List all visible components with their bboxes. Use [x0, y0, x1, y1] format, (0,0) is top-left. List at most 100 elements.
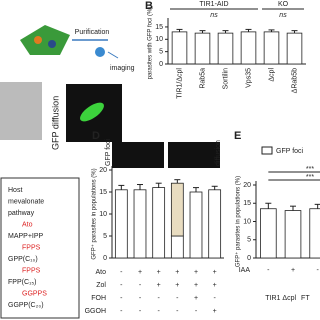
y-axis-label: parasites with GFP foci (%) [148, 7, 154, 80]
treatment-sign: - [157, 295, 160, 302]
pathway-text: Host [8, 187, 22, 194]
treatment-name: FOH [91, 295, 106, 302]
step-label: Purification [75, 29, 110, 36]
legend-swatch [261, 146, 273, 155]
treatment-sign: + [213, 308, 217, 315]
y-tick-label: 10 [155, 36, 163, 43]
x-tick-label: FT [301, 295, 310, 302]
treatment-sign: - [195, 308, 198, 315]
treatment-sign: - [213, 295, 216, 302]
group-label: KO [278, 1, 289, 8]
treatment-sign: + [175, 269, 179, 276]
bar [170, 182, 184, 237]
x-tick-label: Vps35 [245, 68, 252, 88]
bar [208, 189, 222, 259]
treatment-sign: + [194, 282, 198, 289]
legend-image [168, 142, 220, 168]
organelle [34, 36, 42, 44]
legend-label: GFP foci [105, 138, 112, 166]
y-axis-label: GFP⁺ parasites in populations (%) [91, 168, 98, 259]
significance: ns [210, 12, 218, 19]
y-tick-label: 0 [247, 255, 251, 262]
bar [194, 32, 211, 65]
treatment-name: IAA [239, 267, 251, 274]
treatment-name: Ato [95, 269, 106, 276]
pathway-text: MAPP+IPP [8, 233, 44, 240]
treatment-sign: - [176, 295, 179, 302]
pathway: Host mevalonate pathway Ato MAPP+IPP FPPS GPP(… [8, 187, 47, 309]
pathway-text: FPPS [22, 244, 41, 251]
treatment-name: GGOH [85, 308, 106, 315]
bar [286, 32, 303, 65]
y-tick-label: 10 [243, 218, 251, 225]
treatment-sign: + [213, 282, 217, 289]
y-tick-label: 20 [243, 182, 251, 189]
treatment-sign: - [139, 295, 142, 302]
bar [260, 208, 277, 259]
pathway-text: GPP(C₁₀) [8, 256, 38, 263]
y-tick-label: 5 [247, 237, 251, 244]
treatment-sign: - [176, 308, 179, 315]
treatment-sign: + [138, 269, 142, 276]
x-tick-label: Rab5a [199, 68, 206, 89]
image-label: GFP diffusion [50, 96, 60, 150]
treatment-sign: - [139, 282, 142, 289]
x-tick-label: TIR1 Δcpl [265, 295, 296, 302]
pathway-text: mevalonate [8, 198, 44, 205]
significance: *** [306, 174, 314, 181]
x-tick-label: Δcpl [268, 68, 275, 82]
bar [170, 235, 184, 259]
y-tick-label: 0 [159, 61, 163, 68]
pathway-text: FPPS [22, 267, 41, 274]
treatment-sign: + [194, 295, 198, 302]
bar [171, 31, 188, 65]
panel-label: D [92, 130, 100, 142]
y-tick-label: 15 [243, 200, 251, 207]
treatment-name: Zol [96, 282, 106, 289]
tube [95, 47, 105, 57]
treatment-sign: + [157, 269, 161, 276]
treatment-sign: + [157, 282, 161, 289]
x-tick-label: ΔRab5b [291, 68, 298, 93]
bar [240, 31, 257, 65]
treatment-sign: - [120, 308, 123, 315]
treatment-sign: + [194, 269, 198, 276]
group-label: TIR1-AID [199, 1, 228, 8]
treatment-sign: + [291, 267, 295, 274]
pathway-text: Ato [22, 221, 33, 228]
x-tick-label: TIR1/Δcpl [176, 68, 183, 99]
legend-label: GFP foci [276, 148, 304, 155]
bar [189, 191, 203, 259]
x-tick-label: Sortilin [222, 68, 229, 90]
bar [263, 31, 280, 65]
y-tick-label: 15 [155, 24, 163, 31]
bar [217, 32, 234, 65]
treatment-sign: - [157, 308, 160, 315]
treatment-sign: - [139, 308, 142, 315]
organelle [48, 40, 56, 48]
y-tick-label: 0 [103, 255, 107, 262]
panel-label: E [234, 130, 241, 142]
legend-label: diffusion [215, 140, 222, 166]
bar [133, 189, 147, 259]
bar [309, 208, 320, 259]
y-tick-label: 15 [99, 189, 107, 196]
micrograph [0, 82, 42, 140]
y-tick-label: 10 [99, 211, 107, 218]
treatment-sign: + [213, 269, 217, 276]
panel-label: B [145, 0, 153, 12]
treatment-sign: + [175, 282, 179, 289]
treatment-sign: - [120, 282, 123, 289]
readout-label: imaging [110, 65, 135, 72]
treatment-sign: - [120, 295, 123, 302]
treatment-sign: - [316, 267, 319, 274]
pathway-text: GGPPS [22, 290, 47, 297]
bar [114, 189, 128, 259]
pathway-text: pathway [8, 210, 35, 217]
treatment-sign: - [267, 267, 270, 274]
y-tick-label: 5 [103, 233, 107, 240]
gfp-cell [80, 102, 104, 122]
y-axis-label: GFP⁺ parasites in populations (%) [235, 176, 242, 267]
